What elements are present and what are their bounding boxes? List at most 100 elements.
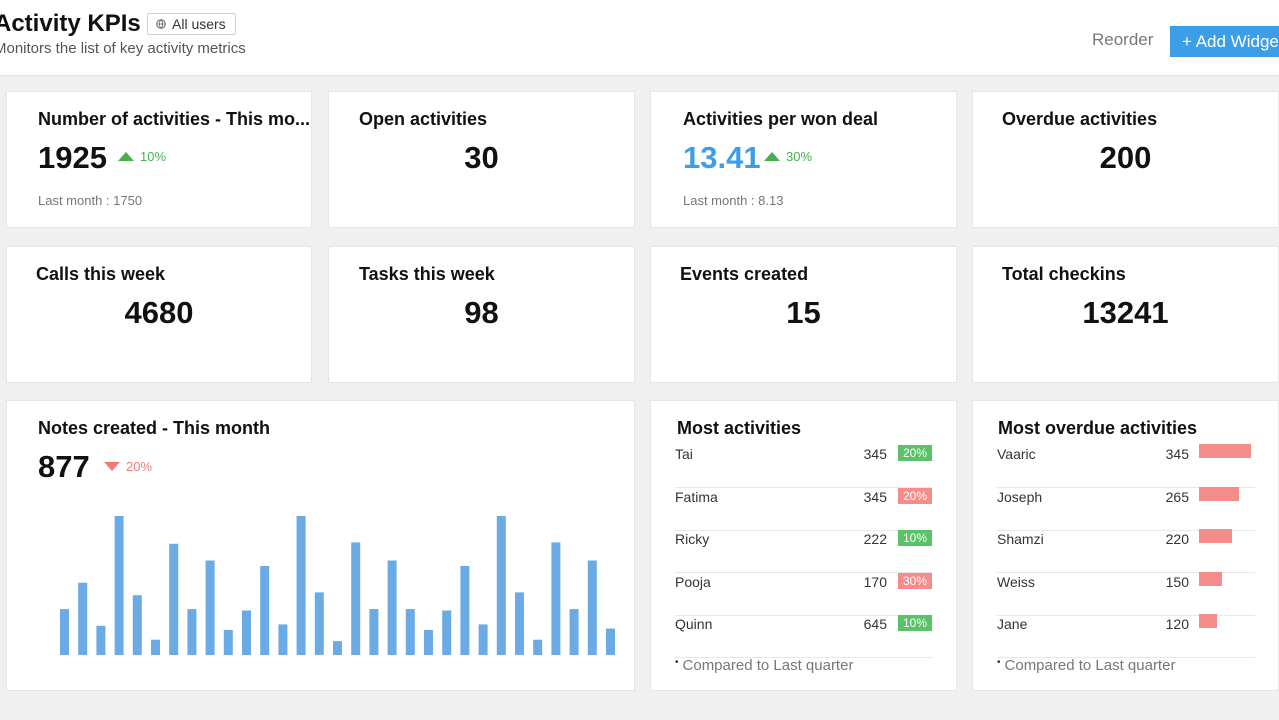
kpi-title: Tasks this week — [359, 264, 495, 284]
chart-bar[interactable] — [223, 630, 233, 655]
list-item[interactable]: Jane 120 — [997, 614, 1255, 658]
list-item[interactable]: Joseph 265 — [997, 486, 1255, 531]
kpi-value: 1925 — [38, 140, 107, 175]
overdue-bar — [1199, 486, 1239, 501]
kpi-card-overdue-activities[interactable]: Overdue activities 200 — [972, 91, 1279, 228]
chart-bar[interactable] — [405, 609, 415, 655]
chart-bar[interactable] — [242, 610, 251, 656]
last-month-value: Last month : 1750 — [38, 193, 143, 208]
user-name: Jane — [997, 616, 1028, 632]
overdue-bar — [1199, 529, 1232, 543]
overdue-count: 120 — [1165, 616, 1189, 632]
chart-bar[interactable] — [278, 624, 288, 655]
user-name: Shamzi — [997, 531, 1044, 547]
chart-bar[interactable] — [314, 592, 324, 655]
reorder-button[interactable]: Reorder — [1092, 30, 1154, 49]
kpi-title: Total checkins — [1002, 264, 1126, 284]
chart-bar[interactable] — [96, 625, 106, 655]
overdue-count: 150 — [1165, 573, 1189, 590]
footnote: • Compared to Last quarter — [675, 657, 853, 674]
bullet-icon: • — [997, 657, 1001, 668]
chart-bar[interactable] — [496, 516, 506, 655]
kpi-value: 15 — [786, 295, 821, 330]
list-item[interactable]: Vaaric 345 — [997, 444, 1255, 488]
list-item[interactable]: Tai 345 20% — [675, 445, 933, 488]
overdue-bar — [1199, 444, 1251, 458]
user-name: Fatima — [675, 488, 718, 505]
arrow-up-icon — [118, 152, 134, 161]
most-overdue-title: Most overdue activities — [998, 418, 1198, 438]
user-name: Tai — [675, 446, 693, 462]
overdue-bar — [1199, 614, 1217, 628]
kpi-value[interactable]: 13.41 — [683, 140, 761, 175]
notes-bar-chart — [60, 516, 615, 656]
trend-value: 30% — [786, 149, 813, 164]
chart-bar[interactable] — [169, 543, 179, 655]
arrow-up-icon — [764, 152, 780, 161]
change-badge: 20% — [898, 487, 932, 504]
overdue-count: 265 — [1165, 488, 1189, 505]
kpi-title: Open activities — [359, 109, 488, 129]
activity-count: 345 — [863, 488, 887, 505]
chart-bar[interactable] — [387, 560, 397, 656]
chart-bar[interactable] — [551, 542, 561, 655]
chart-bar[interactable] — [587, 560, 597, 656]
kpi-card-events-created[interactable]: Events created 15 — [650, 246, 957, 383]
user-name: Weiss — [997, 573, 1035, 590]
chart-bar[interactable] — [260, 566, 270, 655]
chart-bar[interactable] — [187, 609, 197, 655]
list-item[interactable]: Quinn 645 10% — [675, 615, 933, 658]
chart-bar[interactable] — [460, 566, 470, 655]
most-activities-card[interactable]: Most activities Tai 345 20% Fatima 345 20% Ric… — [650, 400, 957, 691]
user-name: Joseph — [997, 488, 1043, 505]
kpi-card-activities-per-won-deal[interactable]: Activities per won deal 13.41 30% Last m… — [650, 91, 957, 228]
user-name: Pooja — [675, 573, 711, 590]
chart-bar[interactable] — [478, 624, 488, 655]
kpi-card-calls-this-week[interactable]: Calls this week 4680 — [6, 246, 312, 383]
chart-bar[interactable] — [205, 560, 215, 656]
chart-bar[interactable] — [296, 516, 306, 655]
globe-icon — [156, 19, 166, 29]
add-widget-button[interactable]: + Add Widget — [1170, 26, 1279, 57]
kpi-value: 200 — [1099, 140, 1152, 175]
most-activities-title: Most activities — [677, 418, 802, 438]
change-badge: 10% — [898, 530, 932, 546]
chart-bar[interactable] — [442, 610, 452, 656]
kpi-card-open-activities[interactable]: Open activities 30 — [328, 91, 635, 228]
chart-bar[interactable] — [606, 628, 615, 655]
chart-bar[interactable] — [515, 592, 524, 655]
kpi-card-tasks-this-week[interactable]: Tasks this week 98 — [328, 246, 635, 383]
chart-bar[interactable] — [424, 630, 433, 655]
user-name: Quinn — [675, 616, 713, 632]
kpi-title: Number of activities - This mo... — [38, 109, 311, 129]
list-item[interactable]: Pooja 170 30% — [675, 572, 933, 616]
user-name: Ricky — [675, 531, 710, 547]
chart-bar[interactable] — [60, 609, 69, 655]
chart-bar[interactable] — [114, 516, 124, 655]
list-item[interactable]: Weiss 150 — [997, 571, 1255, 616]
chart-bar[interactable] — [151, 639, 160, 655]
notes-created-card[interactable]: Notes created - This month 877 20% — [6, 400, 635, 691]
scope-label: All users — [172, 16, 226, 32]
kpi-card-total-checkins[interactable]: Total checkins 13241 — [972, 246, 1279, 383]
user-name: Vaaric — [997, 446, 1036, 462]
kpi-title: Activities per won deal — [683, 109, 879, 129]
activity-count: 345 — [863, 446, 887, 462]
chart-bar[interactable] — [132, 595, 142, 655]
kpi-card-activities-month[interactable]: Number of activities - This mo... 1925 1… — [6, 91, 312, 228]
kpi-value: 98 — [464, 295, 499, 330]
chart-bar[interactable] — [569, 609, 579, 655]
chart-bar[interactable] — [351, 542, 361, 655]
chart-bar[interactable] — [533, 639, 543, 655]
list-item[interactable]: Fatima 345 20% — [675, 487, 933, 531]
chart-bar[interactable] — [369, 609, 379, 655]
chart-bar[interactable] — [333, 641, 342, 655]
kpi-title: Calls this week — [36, 264, 166, 284]
chart-bar[interactable] — [78, 582, 88, 655]
list-item[interactable]: Ricky 222 10% — [675, 530, 933, 573]
list-item[interactable]: Shamzi 220 — [997, 529, 1255, 573]
scope-selector[interactable]: All users — [147, 13, 236, 35]
activity-count: 222 — [863, 531, 887, 547]
overdue-bar — [1199, 571, 1222, 586]
most-overdue-card[interactable]: Most overdue activities Vaaric 345 Joseph 2… — [972, 400, 1279, 691]
